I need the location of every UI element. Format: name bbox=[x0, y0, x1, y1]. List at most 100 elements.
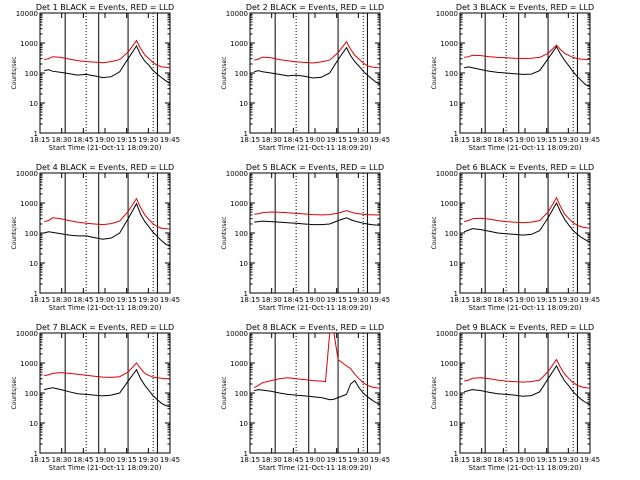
chart-panel-7: Det 7 BLACK = Events, RED = LLD 1 10 100 100… bbox=[11, 323, 180, 472]
x-tick-label: 18:15 bbox=[450, 136, 470, 144]
x-tick-label: 19:45 bbox=[160, 136, 180, 144]
x-tick-label: 18:15 bbox=[240, 136, 260, 144]
x-tick-label: 18:45 bbox=[283, 456, 303, 464]
x-tick-label: 18:30 bbox=[52, 456, 72, 464]
series-events-line bbox=[44, 44, 170, 84]
x-tick-label: 19:00 bbox=[95, 456, 115, 464]
y-axis-label: Counts/sec bbox=[11, 216, 18, 249]
series-events-line bbox=[254, 46, 380, 85]
x-axis-label: Start Time (21-Oct-11 18:09:20) bbox=[469, 304, 582, 312]
series-lld-line bbox=[44, 39, 170, 69]
x-tick-label: 19:15 bbox=[327, 296, 347, 304]
panel-title: Det 5 BLACK = Events, RED = LLD bbox=[246, 163, 384, 172]
x-tick-label: 19:30 bbox=[138, 456, 158, 464]
series-lld-line bbox=[464, 358, 590, 389]
plot-frame bbox=[459, 332, 591, 454]
x-tick-label: 19:15 bbox=[117, 296, 137, 304]
x-tick-label: 19:30 bbox=[138, 136, 158, 144]
y-tick-label: 100 bbox=[235, 70, 248, 78]
x-tick-label: 19:45 bbox=[160, 456, 180, 464]
x-tick-label: 18:15 bbox=[450, 456, 470, 464]
y-tick-label: 10000 bbox=[436, 10, 458, 18]
y-tick-label: 100 bbox=[25, 390, 38, 398]
y-axis-label: Counts/sec bbox=[11, 376, 18, 409]
x-tick-label: 19:15 bbox=[327, 456, 347, 464]
x-tick-label: 18:30 bbox=[262, 456, 282, 464]
x-tick-label: 18:15 bbox=[30, 136, 50, 144]
series-lld-line bbox=[254, 210, 380, 216]
x-tick-label: 19:00 bbox=[95, 296, 115, 304]
series-events-line bbox=[254, 379, 380, 405]
y-axis-label: Counts/sec bbox=[431, 216, 438, 249]
y-tick-label: 100 bbox=[25, 230, 38, 238]
x-tick-label: 18:30 bbox=[472, 296, 492, 304]
chart-panel-2: Det 2 BLACK = Events, RED = LLD 1 10 100 100… bbox=[221, 3, 390, 152]
y-tick-label: 10000 bbox=[436, 330, 458, 338]
plot-frame bbox=[459, 12, 591, 134]
y-tick-label: 10000 bbox=[436, 170, 458, 178]
x-axis-label: Start Time (21-Oct-11 18:09:20) bbox=[259, 304, 372, 312]
x-tick-label: 19:30 bbox=[138, 296, 158, 304]
y-tick-label: 1 bbox=[34, 130, 38, 138]
x-tick-label: 19:15 bbox=[537, 136, 557, 144]
y-tick-label: 1 bbox=[244, 450, 248, 458]
x-tick-label: 19:30 bbox=[558, 296, 578, 304]
x-tick-label: 19:15 bbox=[327, 136, 347, 144]
x-tick-label: 19:45 bbox=[370, 296, 390, 304]
series-events-line bbox=[254, 217, 380, 226]
series-lld-line bbox=[254, 40, 380, 69]
x-tick-label: 18:45 bbox=[73, 136, 93, 144]
y-tick-label: 1 bbox=[454, 290, 458, 298]
x-axis-label: Start Time (21-Oct-11 18:09:20) bbox=[49, 144, 162, 152]
x-tick-label: 19:30 bbox=[348, 456, 368, 464]
series-events-line bbox=[44, 368, 170, 408]
panel-title: Det 3 BLACK = Events, RED = LLD bbox=[456, 3, 594, 12]
x-tick-label: 19:00 bbox=[305, 456, 325, 464]
x-tick-label: 19:30 bbox=[348, 296, 368, 304]
y-axis-label: Counts/sec bbox=[431, 56, 438, 89]
x-tick-label: 19:00 bbox=[515, 456, 535, 464]
chart-panel-4: Det 4 BLACK = Events, RED = LLD 1 10 100 100… bbox=[11, 163, 180, 312]
y-tick-label: 100 bbox=[445, 390, 458, 398]
y-tick-label: 10 bbox=[239, 260, 248, 268]
x-tick-label: 19:00 bbox=[515, 296, 535, 304]
x-tick-label: 19:00 bbox=[305, 136, 325, 144]
x-tick-label: 19:15 bbox=[537, 296, 557, 304]
chart-panel-5: Det 5 BLACK = Events, RED = LLD 1 10 100 100… bbox=[221, 163, 390, 312]
y-axis-label: Counts/sec bbox=[221, 376, 228, 409]
x-tick-label: 19:45 bbox=[580, 296, 600, 304]
x-tick-label: 19:30 bbox=[558, 456, 578, 464]
y-tick-label: 1000 bbox=[20, 200, 38, 208]
chart-panel-3: Det 3 BLACK = Events, RED = LLD 1 10 100 100… bbox=[431, 3, 600, 152]
y-tick-label: 10000 bbox=[226, 10, 248, 18]
x-axis-label: Start Time (21-Oct-11 18:09:20) bbox=[469, 464, 582, 472]
y-tick-label: 1 bbox=[34, 450, 38, 458]
series-lld-line bbox=[464, 44, 590, 61]
y-tick-label: 10 bbox=[449, 100, 458, 108]
y-tick-label: 10000 bbox=[226, 170, 248, 178]
x-tick-label: 18:45 bbox=[73, 296, 93, 304]
y-tick-label: 10000 bbox=[226, 330, 248, 338]
y-axis-label: Counts/sec bbox=[221, 216, 228, 249]
y-tick-label: 100 bbox=[25, 70, 38, 78]
series-lld-line bbox=[253, 333, 380, 389]
x-axis-label: Start Time (21-Oct-11 18:09:20) bbox=[49, 464, 162, 472]
x-tick-label: 18:30 bbox=[262, 296, 282, 304]
x-tick-label: 19:45 bbox=[160, 296, 180, 304]
y-tick-label: 1 bbox=[454, 130, 458, 138]
x-tick-label: 18:30 bbox=[52, 296, 72, 304]
y-axis-label: Counts/sec bbox=[431, 376, 438, 409]
y-tick-label: 1000 bbox=[230, 200, 248, 208]
x-tick-label: 18:45 bbox=[493, 136, 513, 144]
y-tick-label: 1000 bbox=[230, 360, 248, 368]
x-tick-label: 19:15 bbox=[117, 456, 137, 464]
chart-panel-6: Det 6 BLACK = Events, RED = LLD 1 10 100 100… bbox=[431, 163, 600, 312]
panel-title: Det 2 BLACK = Events, RED = LLD bbox=[246, 3, 384, 12]
y-tick-label: 1000 bbox=[20, 360, 38, 368]
x-tick-label: 18:15 bbox=[30, 456, 50, 464]
plot-frame bbox=[459, 172, 591, 294]
x-axis-label: Start Time (21-Oct-11 18:09:20) bbox=[469, 144, 582, 152]
x-tick-label: 19:15 bbox=[537, 456, 557, 464]
x-tick-label: 18:45 bbox=[283, 136, 303, 144]
